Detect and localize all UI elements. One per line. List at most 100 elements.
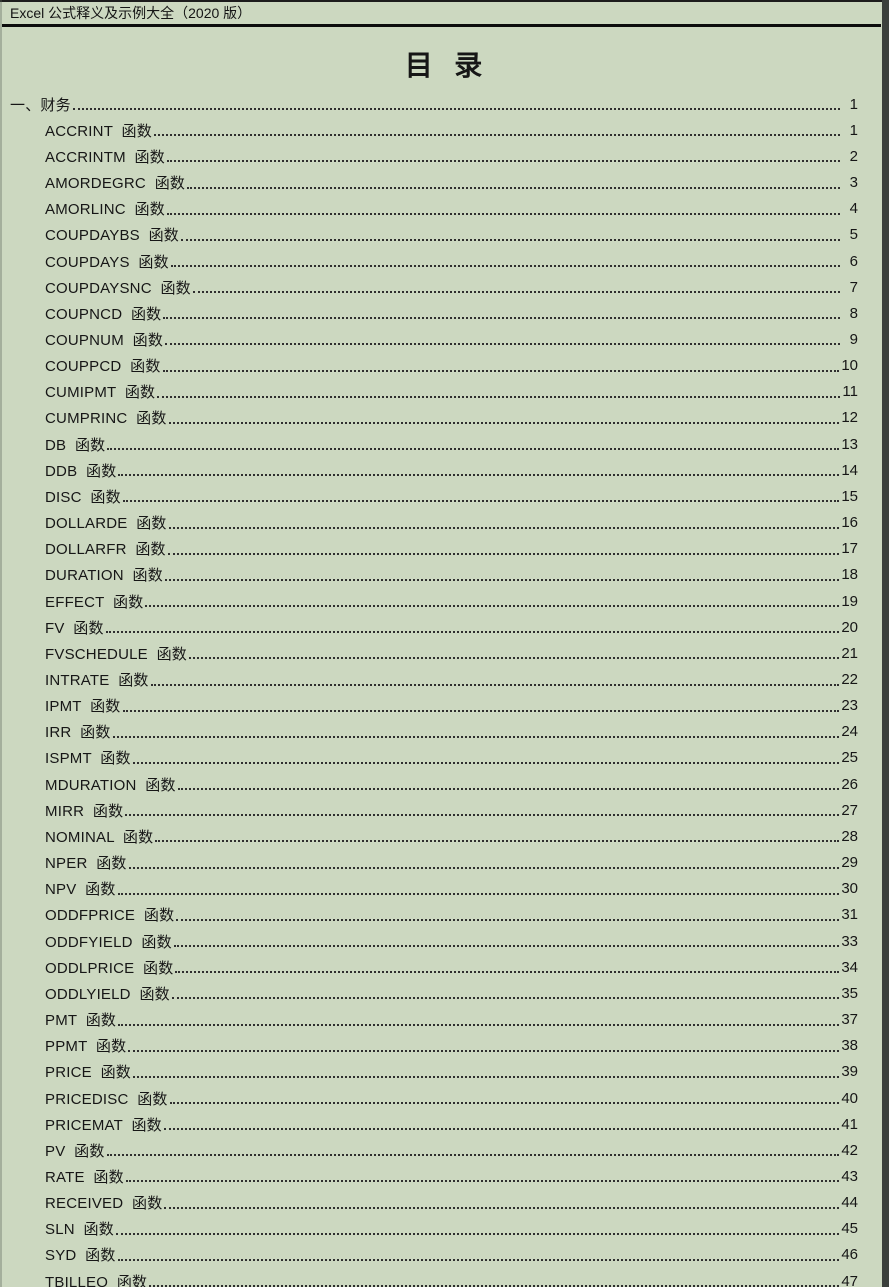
toc-entry-page: 29 xyxy=(841,854,858,872)
toc-entry[interactable]: NPER 函数 29 xyxy=(10,850,858,876)
running-header: Excel 公式释义及示例大全（2020 版） xyxy=(10,5,252,21)
toc-entry[interactable]: DISC 函数 15 xyxy=(10,483,858,509)
toc-entry-label: MDURATION 函数 xyxy=(45,776,176,794)
toc-entry-page: 18 xyxy=(841,566,858,584)
scrollbar-track[interactable] xyxy=(882,0,889,1287)
toc-entry-page: 26 xyxy=(841,775,858,793)
toc-entry-page: 46 xyxy=(841,1246,858,1264)
toc-entry[interactable]: ACCRINT 函数 1 xyxy=(10,117,858,143)
toc-entry[interactable]: COUPNUM 函数 9 xyxy=(10,326,858,352)
dot-leader xyxy=(171,997,840,1000)
dot-leader xyxy=(170,265,840,268)
dot-leader xyxy=(125,814,840,817)
toc-entry[interactable]: RECEIVED 函数 44 xyxy=(10,1190,858,1216)
toc-entry-label: ACCRINTM 函数 xyxy=(45,148,165,166)
toc-entry[interactable]: COUPDAYS 函数 6 xyxy=(10,248,858,274)
page-left-edge xyxy=(0,0,2,1287)
toc-entry[interactable]: ODDLPRICE 函数 34 xyxy=(10,954,858,980)
dot-leader xyxy=(176,918,840,921)
toc-entry-page: 12 xyxy=(841,409,858,427)
toc-entry-label: NPER 函数 xyxy=(45,855,127,873)
toc-entry-page: 7 xyxy=(849,278,858,296)
toc-entry-label: ODDFPRICE 函数 xyxy=(45,907,175,925)
toc-entry-label: CUMPRINC 函数 xyxy=(45,410,167,428)
toc-entry[interactable]: COUPPCD 函数 10 xyxy=(10,353,858,379)
toc-entry[interactable]: EFFECT 函数 19 xyxy=(10,588,858,614)
toc-entry-page: 45 xyxy=(841,1220,858,1238)
toc-entry-label: ODDFYIELD 函数 xyxy=(45,933,172,951)
toc-entry-label: NOMINAL 函数 xyxy=(45,828,154,846)
dot-leader xyxy=(132,1075,840,1078)
toc-entry[interactable]: COUPDAYBS 函数 5 xyxy=(10,222,858,248)
toc-entry-label: ODDLPRICE 函数 xyxy=(45,959,174,977)
dot-leader xyxy=(117,892,840,895)
toc-entry-page: 30 xyxy=(841,880,858,898)
toc-entry[interactable]: ACCRINTM 函数 2 xyxy=(10,143,858,169)
toc-entry-label: COUPPCD 函数 xyxy=(45,358,161,376)
page-top-border xyxy=(0,0,889,2)
toc-entry[interactable]: PRICEMAT 函数 41 xyxy=(10,1111,858,1137)
toc-entry[interactable]: NPV 函数 30 xyxy=(10,876,858,902)
toc-entry[interactable]: FVSCHEDULE 函数 21 xyxy=(10,640,858,666)
toc-entry[interactable]: PRICE 函数 39 xyxy=(10,1059,858,1085)
toc-entry[interactable]: TBILLEQ 函数 47 xyxy=(10,1268,858,1287)
toc-entry[interactable]: CUMIPMT 函数 11 xyxy=(10,379,858,405)
toc-entry-page: 40 xyxy=(841,1089,858,1107)
toc-entry-page: 13 xyxy=(841,435,858,453)
toc-entry[interactable]: MDURATION 函数 26 xyxy=(10,771,858,797)
toc-entry[interactable]: RATE 函数 43 xyxy=(10,1163,858,1189)
toc-entry-page: 35 xyxy=(841,984,858,1002)
toc-entry[interactable]: COUPDAYSNC 函数 7 xyxy=(10,274,858,300)
toc-entry[interactable]: PRICEDISC 函数 40 xyxy=(10,1085,858,1111)
toc-entry[interactable]: PMT 函数 37 xyxy=(10,1006,858,1032)
toc-entry-label: DURATION 函数 xyxy=(45,567,163,585)
toc-entry-page: 11 xyxy=(842,383,858,401)
toc-entry-label: COUPDAYSNC 函数 xyxy=(45,279,191,297)
toc-entry[interactable]: SLN 函数 45 xyxy=(10,1216,858,1242)
toc-entry-label: PV 函数 xyxy=(45,1142,105,1160)
toc-entry[interactable]: AMORLINC 函数 4 xyxy=(10,196,858,222)
toc-entry[interactable]: COUPNCD 函数 8 xyxy=(10,300,858,326)
toc-list: 一、财务 1 ACCRINT 函数 1 ACCRINTM 函数 2 AMORDEGRC 函数… xyxy=(0,91,889,1287)
toc-entry[interactable]: ODDFYIELD 函数 33 xyxy=(10,928,858,954)
toc-entry[interactable]: DOLLARDE 函数 16 xyxy=(10,510,858,536)
dot-leader xyxy=(149,1285,840,1287)
toc-entry-label: DDB 函数 xyxy=(45,462,117,480)
toc-entry-page: 41 xyxy=(841,1115,858,1133)
toc-entry-page: 39 xyxy=(841,1063,858,1081)
toc-entry-label: TBILLEQ 函数 xyxy=(45,1273,148,1287)
toc-entry[interactable]: CUMPRINC 函数 12 xyxy=(10,405,858,431)
toc-entry[interactable]: NOMINAL 函数 28 xyxy=(10,823,858,849)
toc-entry[interactable]: DURATION 函数 18 xyxy=(10,562,858,588)
toc-entry-label: PRICE 函数 xyxy=(45,1064,131,1082)
toc-entry-label: COUPNCD 函数 xyxy=(45,305,162,323)
toc-entry[interactable]: AMORDEGRC 函数 3 xyxy=(10,169,858,195)
toc-entry[interactable]: ISPMT 函数 25 xyxy=(10,745,858,771)
toc-entry-page: 15 xyxy=(841,487,858,505)
toc-entry[interactable]: DB 函数 13 xyxy=(10,431,858,457)
toc-entry[interactable]: MIRR 函数 27 xyxy=(10,797,858,823)
toc-entry[interactable]: FV 函数 20 xyxy=(10,614,858,640)
toc-section-finance-label: 一、财务 xyxy=(10,96,71,114)
dot-leader xyxy=(173,945,840,948)
toc-entry[interactable]: PV 函数 42 xyxy=(10,1137,858,1163)
toc-entry[interactable]: PPMT 函数 38 xyxy=(10,1033,858,1059)
toc-entry[interactable]: INTRATE 函数 22 xyxy=(10,666,858,692)
toc-entry-label: IRR 函数 xyxy=(45,724,111,742)
toc-entry[interactable]: ODDFPRICE 函数 31 xyxy=(10,902,858,928)
toc-entry[interactable]: SYD 函数 46 xyxy=(10,1242,858,1268)
dot-leader xyxy=(107,448,840,451)
toc-entry[interactable]: IPMT 函数 23 xyxy=(10,693,858,719)
toc-entry[interactable]: ODDLYIELD 函数 35 xyxy=(10,980,858,1006)
toc-entry-page: 47 xyxy=(841,1272,858,1287)
toc-entry-label: AMORLINC 函数 xyxy=(45,201,165,219)
toc-entry[interactable]: IRR 函数 24 xyxy=(10,719,858,745)
dot-leader xyxy=(192,291,840,294)
toc-entry-page: 23 xyxy=(841,697,858,715)
toc-entry[interactable]: DDB 函数 14 xyxy=(10,457,858,483)
toc-entry-label: DOLLARFR 函数 xyxy=(45,541,166,559)
toc-entry[interactable]: DOLLARFR 函数 17 xyxy=(10,536,858,562)
toc-section-finance[interactable]: 一、财务 1 xyxy=(10,91,858,117)
toc-entry-page: 9 xyxy=(849,330,858,348)
toc-entry-label: PRICEMAT 函数 xyxy=(45,1116,162,1134)
